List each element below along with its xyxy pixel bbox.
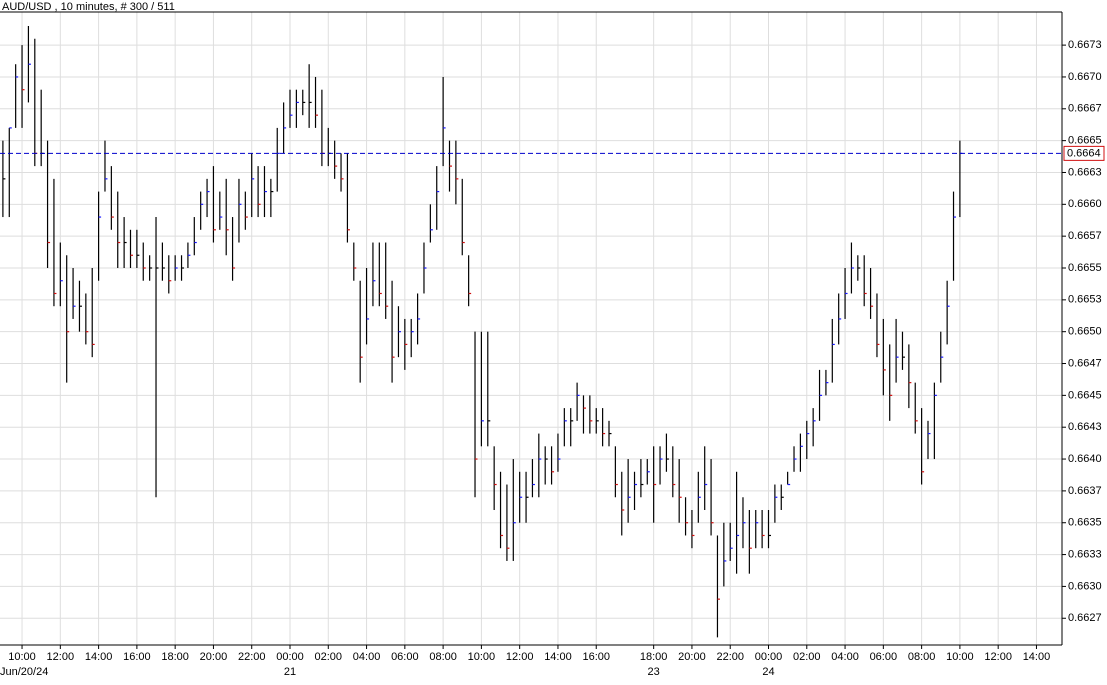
x-tick-label: 14:00	[544, 651, 572, 663]
x-tick-label: 12:00	[47, 651, 75, 663]
y-tick-label: 0.6643	[1068, 421, 1102, 433]
y-tick-label: 0.6633	[1068, 548, 1102, 560]
x-tick-label: 02:00	[315, 651, 343, 663]
x-tick-label: 10:00	[946, 651, 974, 663]
date-label: Jun/20/24	[0, 666, 48, 678]
x-tick-label: 12:00	[506, 651, 534, 663]
x-tick-label: 04:00	[831, 651, 859, 663]
x-tick-label: 00:00	[755, 651, 783, 663]
chart-title: AUD/USD , 10 minutes, # 300 / 511	[2, 1, 175, 13]
y-tick-label: 0.6647	[1068, 357, 1102, 369]
x-tick-label: 20:00	[678, 651, 706, 663]
date-label: 21	[284, 666, 296, 678]
y-tick-label: 0.6637	[1068, 485, 1102, 497]
x-tick-label: 12:00	[984, 651, 1012, 663]
last-price-box	[1063, 145, 1105, 161]
y-tick-label: 0.6667	[1068, 103, 1102, 115]
x-tick-label: 06:00	[391, 651, 419, 663]
x-tick-label: 08:00	[908, 651, 936, 663]
y-tick-label: 0.6627	[1068, 612, 1102, 624]
date-label: 23	[648, 666, 660, 678]
last-price-label: 0.6664	[1067, 147, 1101, 159]
x-tick-label: 10:00	[468, 651, 496, 663]
x-tick-label: 20:00	[200, 651, 228, 663]
y-tick-label: 0.6650	[1068, 326, 1102, 338]
x-tick-label: 02:00	[793, 651, 821, 663]
y-tick-label: 0.6655	[1068, 262, 1102, 274]
x-tick-label: 04:00	[353, 651, 381, 663]
y-tick-label: 0.6665	[1068, 135, 1102, 147]
y-tick-label: 0.6657	[1068, 230, 1102, 242]
x-tick-label: 06:00	[870, 651, 898, 663]
x-tick-label: 16:00	[123, 651, 151, 663]
date-label: 24	[762, 666, 774, 678]
y-tick-label: 0.6663	[1068, 166, 1102, 178]
y-tick-label: 0.6673	[1068, 39, 1102, 51]
x-tick-label: 16:00	[582, 651, 610, 663]
y-tick-label: 0.6670	[1068, 71, 1102, 83]
y-tick-label: 0.6635	[1068, 517, 1102, 529]
x-tick-label: 08:00	[429, 651, 457, 663]
x-tick-label: 22:00	[716, 651, 744, 663]
y-tick-label: 0.6640	[1068, 453, 1102, 465]
x-tick-label: 00:00	[276, 651, 304, 663]
y-tick-label: 0.6645	[1068, 389, 1102, 401]
x-tick-label: 14:00	[85, 651, 113, 663]
x-tick-label: 18:00	[161, 651, 189, 663]
x-tick-label: 14:00	[1023, 651, 1051, 663]
x-tick-label: 22:00	[238, 651, 266, 663]
y-tick-label: 0.6630	[1068, 580, 1102, 592]
y-tick-label: 0.6653	[1068, 294, 1102, 306]
y-tick-label: 0.6660	[1068, 198, 1102, 210]
x-tick-label: 18:00	[640, 651, 668, 663]
x-tick-label: 10:00	[8, 651, 36, 663]
